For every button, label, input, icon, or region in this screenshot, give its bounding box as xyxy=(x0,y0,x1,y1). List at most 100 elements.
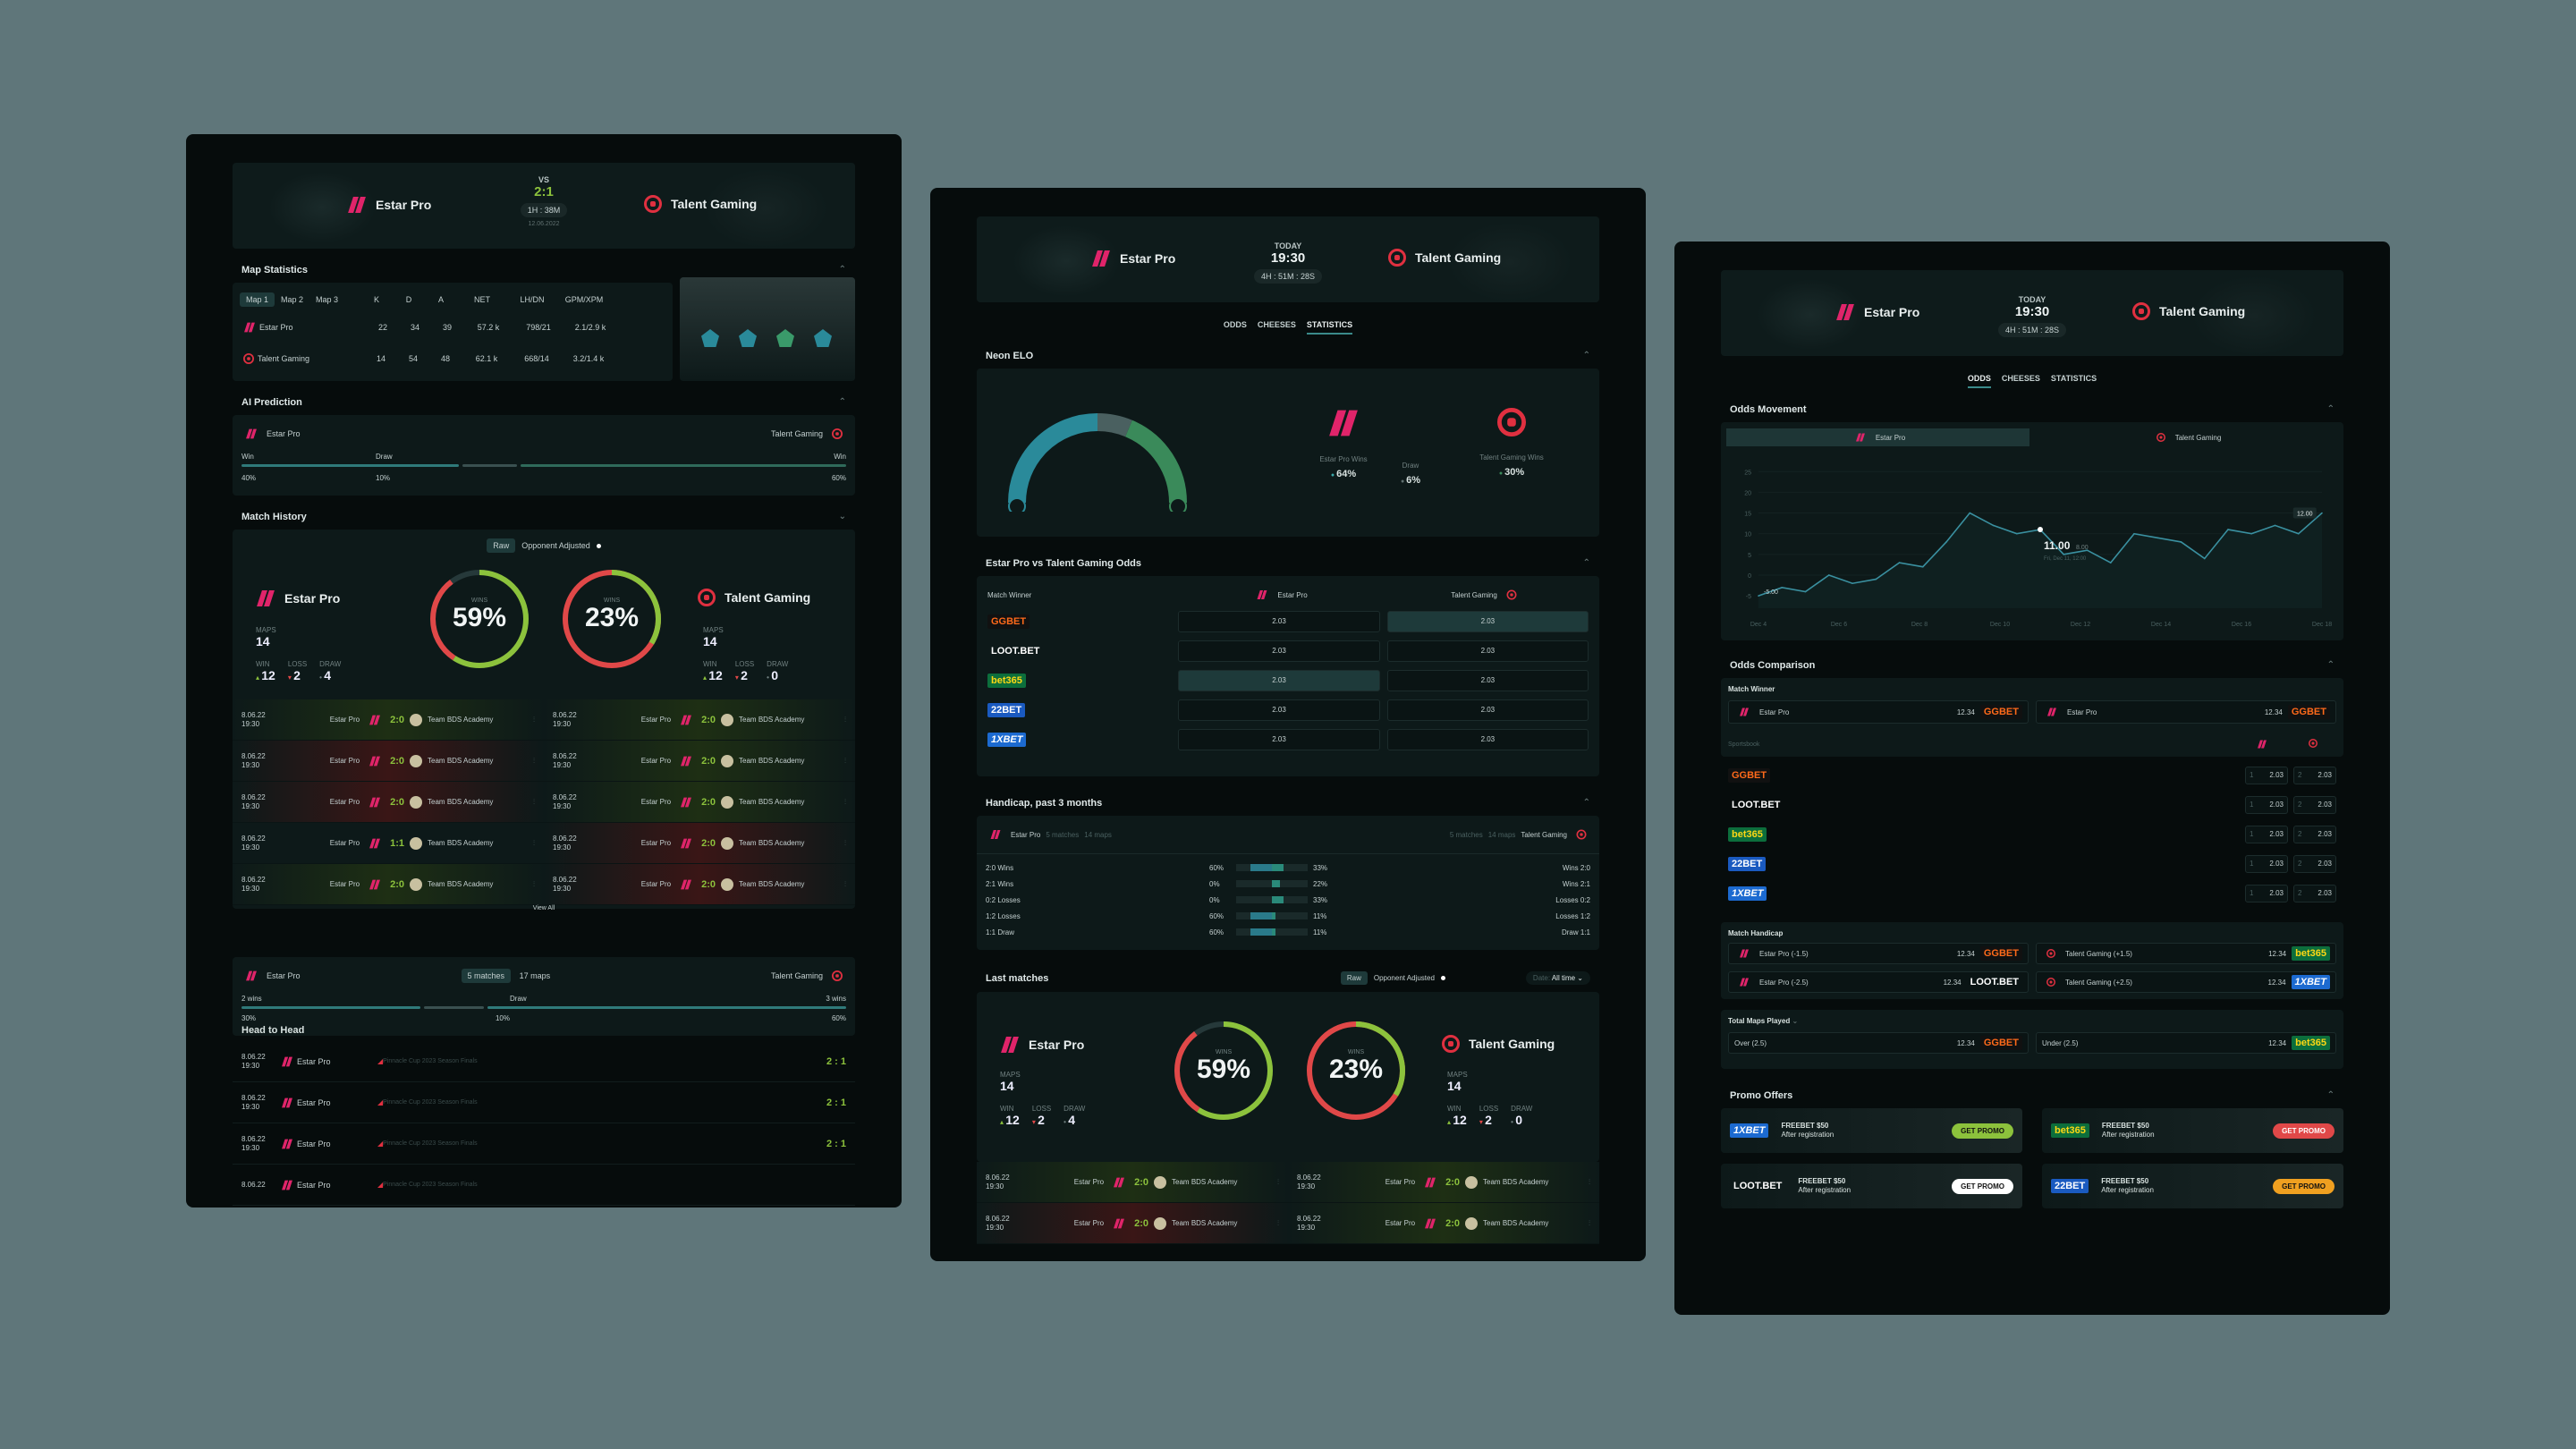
match-cell[interactable]: 8.06.22 19:30 Estar Pro 2:0 Team BDS Acad… xyxy=(1288,1203,1599,1243)
match-cell[interactable]: 8.06.22 19:30 Estar Pro 2:0 Team BDS Acad… xyxy=(544,741,855,781)
tab-map3[interactable]: Map 3 xyxy=(316,295,339,304)
stats-icon[interactable]: ⫶ xyxy=(533,756,535,765)
match-cell[interactable]: 8.06.22 19:30 Estar Pro 2:0 Team BDS Acad… xyxy=(544,823,855,863)
stats-icon[interactable]: ⫶ xyxy=(1589,1218,1590,1227)
odds-team1[interactable]: 2.03 xyxy=(1178,640,1380,662)
tab-cheeses[interactable]: CHEESES xyxy=(2001,374,2040,383)
stats-icon[interactable]: ⫶ xyxy=(844,756,846,765)
team2-toggle[interactable]: Talent Gaming xyxy=(2035,428,2338,446)
tab-odds[interactable]: ODDS xyxy=(1967,374,1991,388)
get-promo-button[interactable]: GET PROMO xyxy=(1952,1178,2013,1194)
stats-icon[interactable]: ⫶ xyxy=(533,797,535,806)
team-right[interactable]: Talent Gaming xyxy=(2132,302,2245,320)
stats-icon[interactable]: ⫶ xyxy=(1277,1218,1279,1227)
match-cell[interactable]: 8.06.22 19:30 Estar Pro 1:1 Team BDS Acad… xyxy=(233,823,544,863)
match-cell[interactable]: 8.06.22 19:30 Estar Pro 2:0 Team BDS Acad… xyxy=(977,1162,1288,1202)
odds-team2[interactable]: 2 2.03 xyxy=(2293,795,2336,814)
raw-toggle[interactable]: Raw xyxy=(1340,971,1368,985)
odds-option[interactable]: Under (2.5) 12.34 bet365 xyxy=(2036,1032,2336,1054)
get-promo-button[interactable]: GET PROMO xyxy=(2273,1123,2334,1139)
odds-team2[interactable]: 2.03 xyxy=(1386,610,1589,632)
tab-statistics[interactable]: STATISTICS xyxy=(1306,320,1353,335)
odds-option[interactable]: Over (2.5) 12.34 GGBET xyxy=(1728,1032,2029,1054)
team-right[interactable]: Talent Gaming xyxy=(1388,249,1501,267)
odds-team2[interactable]: 2.03 xyxy=(1386,669,1589,691)
match-cell[interactable]: 8.06.22 19:30 Estar Pro 2:0 Team BDS Acad… xyxy=(544,782,855,822)
view-all-link[interactable]: View All xyxy=(532,905,555,911)
odds-line-chart[interactable]: 25 20 15 10 5 0 -5 Dec 4 Dec 6 Dec 8 Dec 10 Dec 12 D… xyxy=(1726,447,2338,635)
collapse-icon[interactable]: ⌃ xyxy=(1582,351,1590,360)
odds-team1[interactable]: 2.03 xyxy=(1178,669,1380,691)
tab-map1[interactable]: Map 1 xyxy=(240,292,275,307)
team-left[interactable]: Estar Pro xyxy=(347,195,431,215)
odds-option[interactable]: Talent Gaming (+1.5) 12.34 bet365 xyxy=(2036,943,2336,964)
odds-team1[interactable]: 1 2.03 xyxy=(2245,884,2288,902)
match-cell[interactable]: 8.06.22 19:30 Estar Pro 2:0 Team BDS Acad… xyxy=(977,1203,1288,1243)
odds-team2[interactable]: 2 2.03 xyxy=(2293,884,2336,902)
odds-option[interactable]: Estar Pro 12.34 GGBET xyxy=(1728,700,2029,724)
stats-icon[interactable]: ⫶ xyxy=(533,879,535,888)
tab-statistics[interactable]: STATISTICS xyxy=(2050,374,2097,383)
table-row[interactable]: 8.06.22 19:30 Estar Pro ◢ Pinnacle Cup 20… xyxy=(233,1082,855,1123)
collapse-icon[interactable]: ⌃ xyxy=(1582,558,1590,568)
odds-option[interactable]: Estar Pro (-1.5) 12.34 GGBET xyxy=(1728,943,2029,964)
match-cell[interactable]: 8.06.22 19:30 Estar Pro 2:0 Team BDS Acad… xyxy=(233,741,544,781)
maps-toggle[interactable]: 17 maps xyxy=(519,971,551,980)
stats-icon[interactable]: ⫶ xyxy=(844,838,846,847)
odds-team1[interactable]: 1 2.03 xyxy=(2245,854,2288,873)
odds-team1[interactable]: 1 2.03 xyxy=(2245,795,2288,814)
collapse-icon[interactable]: ⌃ xyxy=(2326,660,2334,670)
collapse-icon[interactable]: ⌄ xyxy=(838,512,846,521)
tab-map2[interactable]: Map 2 xyxy=(281,295,304,304)
odds-team1[interactable]: 2.03 xyxy=(1178,699,1380,721)
stats-icon[interactable]: ⫶ xyxy=(844,715,846,724)
matches-toggle[interactable]: 5 matches xyxy=(461,969,512,983)
match-cell[interactable]: 8.06.22 19:30 Estar Pro 2:0 Team BDS Acad… xyxy=(1288,1162,1599,1202)
adjusted-toggle[interactable]: Opponent Adjusted xyxy=(1373,974,1435,982)
table-row[interactable]: 8.06.22 19:30 Estar Pro ◢ Pinnacle Cup 20… xyxy=(233,1123,855,1165)
odds-option[interactable]: Estar Pro 12.34 GGBET xyxy=(2036,700,2336,724)
collapse-icon[interactable]: ⌃ xyxy=(2326,404,2334,414)
match-cell[interactable]: 8.06.22 19:30 Estar Pro 2:0 Team BDS Acad… xyxy=(233,864,544,904)
match-cell[interactable]: 8.06.22 19:30 Estar Pro 2:0 Team BDS Acad… xyxy=(544,864,855,904)
odds-team1[interactable]: 2.03 xyxy=(1178,610,1380,632)
get-promo-button[interactable]: GET PROMO xyxy=(1952,1123,2013,1139)
collapse-icon[interactable]: ⌃ xyxy=(838,397,846,407)
period-select[interactable]: Date: All time ⌄ xyxy=(1525,971,1590,985)
map-thumbnail[interactable] xyxy=(680,277,855,381)
adjusted-toggle[interactable]: Opponent Adjusted xyxy=(521,541,590,550)
stats-icon[interactable]: ⫶ xyxy=(1589,1177,1590,1186)
tab-odds[interactable]: ODDS xyxy=(1223,320,1247,329)
odds-team1[interactable]: 1 2.03 xyxy=(2245,766,2288,784)
match-cell[interactable]: 8.06.22 19:30 Estar Pro 2:0 Team BDS Acad… xyxy=(544,699,855,740)
odds-team2[interactable]: 2.03 xyxy=(1386,640,1589,662)
stats-icon[interactable]: ⫶ xyxy=(533,838,535,847)
odds-team2[interactable]: 2.03 xyxy=(1386,699,1589,721)
table-row[interactable]: 8.06.22 19:30 Estar Pro ◢ Pinnacle Cup 20… xyxy=(233,1041,855,1082)
match-cell[interactable]: 8.06.22 19:30 Estar Pro 2:0 Team BDS Acad… xyxy=(233,782,544,822)
collapse-icon[interactable]: ⌃ xyxy=(1582,798,1590,808)
collapse-icon[interactable]: ⌃ xyxy=(2326,1090,2334,1100)
collapse-icon[interactable]: ⌃ xyxy=(838,265,846,275)
odds-team1[interactable]: 1 2.03 xyxy=(2245,825,2288,843)
stats-icon[interactable]: ⫶ xyxy=(533,715,535,724)
raw-toggle[interactable]: Raw xyxy=(487,538,516,553)
odds-team1[interactable]: 2.03 xyxy=(1178,728,1380,750)
stats-icon[interactable]: ⫶ xyxy=(844,879,846,888)
stats-icon[interactable]: ⫶ xyxy=(1277,1177,1279,1186)
tab-cheeses[interactable]: CHEESES xyxy=(1257,320,1296,329)
team-left[interactable]: Estar Pro xyxy=(1835,302,1919,322)
odds-option[interactable]: Talent Gaming (+2.5) 12.34 1XBET xyxy=(2036,971,2336,993)
stats-icon[interactable]: ⫶ xyxy=(844,797,846,806)
odds-team2[interactable]: 2 2.03 xyxy=(2293,854,2336,873)
odds-team2[interactable]: 2.03 xyxy=(1386,728,1589,750)
table-row[interactable]: 8.06.22 Estar Pro ◢ Pinnacle Cup 2023 Se… xyxy=(233,1165,855,1206)
team-left[interactable]: Estar Pro xyxy=(1091,249,1175,268)
match-cell[interactable]: 8.06.22 19:30 Estar Pro 2:0 Team BDS Acad… xyxy=(233,699,544,740)
team1-toggle[interactable]: Estar Pro xyxy=(1726,428,2029,446)
chevron-down-icon[interactable]: ⌄ xyxy=(1792,1017,1799,1025)
team-right[interactable]: Talent Gaming xyxy=(644,195,757,213)
odds-team2[interactable]: 2 2.03 xyxy=(2293,825,2336,843)
odds-team2[interactable]: 2 2.03 xyxy=(2293,766,2336,784)
odds-option[interactable]: Estar Pro (-2.5) 12.34 LOOT.BET xyxy=(1728,971,2029,993)
